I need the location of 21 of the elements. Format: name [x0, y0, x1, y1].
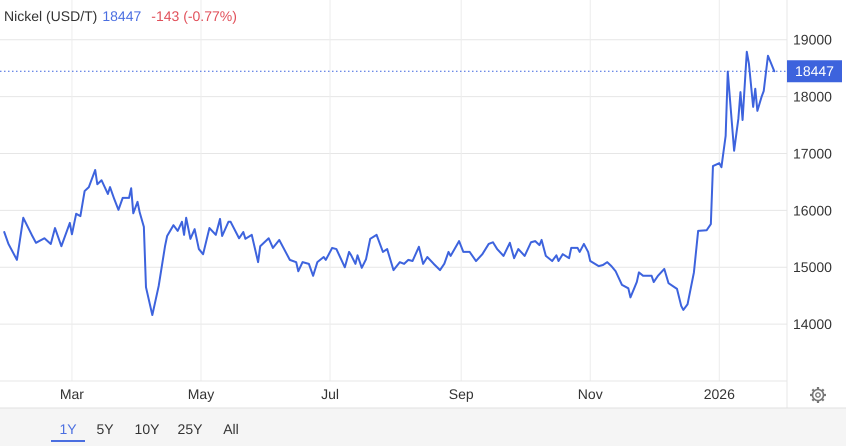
text: 10Y	[134, 421, 160, 437]
y-tick-label: 18000	[793, 88, 832, 105]
text: 25Y	[178, 421, 204, 437]
x-tick-label: Mar	[60, 386, 84, 402]
text: Nickel (USD/T)	[4, 8, 98, 24]
text: 1Y	[59, 421, 78, 437]
annotation: 18447	[102, 8, 142, 24]
x-tick-label: 2026	[704, 386, 736, 402]
x-tick-label: Jul	[321, 386, 339, 402]
y-tick-label: 14000	[793, 316, 832, 332]
text: 5Y	[96, 421, 114, 437]
y-tick-label: 19000	[793, 32, 832, 48]
ref-line-label: 18447	[795, 63, 834, 80]
x-tick-label: May	[188, 386, 214, 402]
x-tick-label: Nov	[578, 386, 603, 402]
annotation: -143 (-0.77%)	[151, 8, 237, 24]
y-tick-label: 15000	[793, 259, 832, 276]
y-tick-label: 16000	[793, 202, 832, 218]
x-tick-label: Sep	[448, 386, 474, 402]
text: All	[223, 421, 239, 437]
y-tick-label: 17000	[793, 145, 832, 162]
